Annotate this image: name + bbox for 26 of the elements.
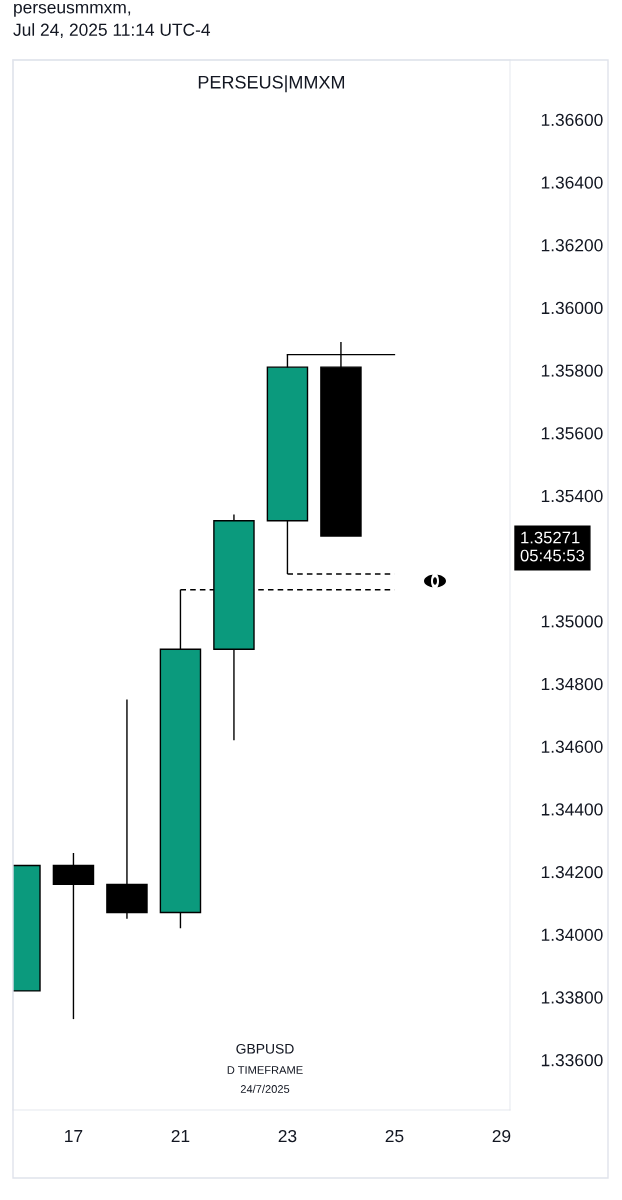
x-tick-label: 21 <box>171 1129 190 1143</box>
y-tick-label: 1.34600 <box>541 740 603 753</box>
text: 1.35271 05:45:53 <box>520 531 585 562</box>
y-tick-label: 1.36400 <box>541 176 603 189</box>
x-tick-label: 29 <box>492 1129 511 1143</box>
annotation: D TIMEFRAME <box>227 1066 303 1074</box>
x-tick-label: 17 <box>65 1130 83 1143</box>
y-tick-label: 1.35600 <box>541 427 603 440</box>
y-tick-label: 1.34800 <box>541 677 603 691</box>
annotation: GBPUSD <box>236 1043 294 1054</box>
text: PERSEUS|MMXM <box>198 75 345 93</box>
y-tick-label: 1.34400 <box>541 803 603 816</box>
y-tick-label: 1.36600 <box>541 113 603 127</box>
y-tick-label: 1.34000 <box>541 928 603 941</box>
y-tick-label: 1.33800 <box>541 991 603 1004</box>
x-tick-label: 25 <box>385 1129 404 1143</box>
x-tick-label: 23 <box>278 1129 297 1143</box>
y-tick-label: 1.35400 <box>541 489 603 503</box>
text: perseusmmxm, Jul 24, 2025 11:14 UTC-4 <box>13 3 211 38</box>
y-tick-label: 1.34200 <box>541 865 603 879</box>
annotation: 24/7/2025 <box>240 1084 290 1093</box>
y-tick-label: 1.36200 <box>541 239 603 252</box>
y-tick-label: 1.35800 <box>541 364 603 377</box>
y-tick-label: 1.35000 <box>541 615 603 628</box>
y-tick-label: 1.33600 <box>541 1054 603 1067</box>
y-tick-label: 1.36000 <box>541 301 603 315</box>
